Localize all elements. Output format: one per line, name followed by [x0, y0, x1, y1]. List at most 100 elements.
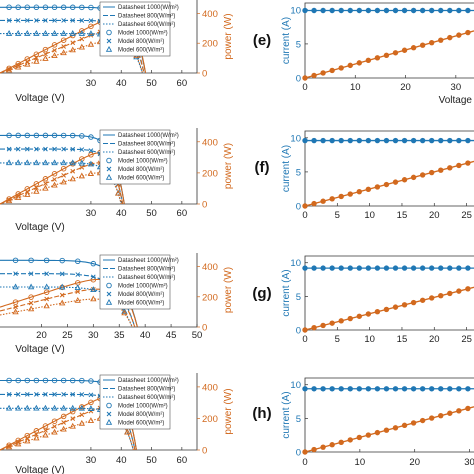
panel-a-legend-entry: Model 600(W/m²) [118, 48, 164, 54]
panel-d-power-marker [24, 437, 31, 444]
panel-e-series-ramp-point [465, 29, 471, 36]
panel-d-current-marker [70, 392, 76, 397]
panel-c-current-marker [121, 307, 128, 314]
panel-b-power-marker [79, 165, 85, 170]
panel-a-power-marker [5, 66, 13, 73]
panel-g-series-current-point [383, 265, 390, 271]
panel-d-current-marker [78, 404, 85, 411]
panel-b-power-marker [60, 178, 67, 185]
panel-c-power-marker [28, 300, 34, 306]
panel-h-series-current-point [356, 386, 362, 392]
panel-a-current-marker [61, 18, 66, 23]
panel-b-power-marker [24, 191, 31, 197]
panel-h-series-ramp-point [401, 422, 408, 429]
panel-f-series-current-point [374, 137, 381, 144]
panel-e-series-current-point [338, 7, 344, 14]
panel-h-series-current-point [438, 386, 444, 392]
panel-d-current-marker [42, 377, 49, 384]
panel-c-current-marker [59, 257, 65, 264]
panel-b-power-marker [115, 189, 122, 196]
panel-c-xlabel: Voltage (V) [15, 344, 64, 355]
panel-d-power-marker [88, 408, 94, 414]
panel-d-ytick-label: 400 [202, 382, 218, 393]
panel-c-xtick-label: 40 [140, 330, 151, 341]
panel-b-current-marker [70, 146, 76, 152]
panel-a-legend-box [99, 1, 171, 57]
panel-a-current-marker [24, 18, 30, 23]
panel-d-current-marker [60, 377, 67, 384]
panel-h-frame [304, 377, 474, 453]
panel-d-current-marker [43, 392, 48, 397]
panel-d-current-marker [42, 404, 49, 411]
panel-d-power-marker [51, 428, 58, 435]
panel-g-xtick-label: 20 [429, 334, 440, 345]
panel-e-series-ramp-point [447, 34, 453, 41]
panel-b-ytick-label: 0 [202, 200, 207, 211]
panel-c-power-marker [75, 289, 81, 294]
panel-d-power-marker [51, 418, 58, 424]
panel-e-series-current-point [320, 7, 326, 14]
panel-d-power-marker [5, 443, 13, 450]
panel-d-power-marker [42, 431, 49, 438]
panel-d-current-marker [60, 404, 67, 411]
panel-f-ytick-label: 0 [296, 202, 301, 213]
panel-a-current-marker [24, 30, 31, 36]
panel-e-series-current-point [356, 7, 362, 14]
panel-f-series-current-point [410, 137, 417, 144]
panel-a-current-marker [88, 18, 94, 23]
panel-e-series-current-point [311, 7, 317, 14]
panel-c-legend-swatch [105, 298, 113, 305]
panel-f-series-ramp-point [401, 177, 408, 183]
panel-a-xlabel: Voltage (V) [15, 93, 64, 104]
panel-g-xtick-label: 15 [397, 334, 408, 345]
panel-h-series-ramp-point [338, 439, 344, 446]
panel-g-series-ramp-point [429, 295, 435, 301]
panel-g-series-ramp-point [338, 318, 344, 324]
panel-g-xtick-label: 25 [461, 334, 472, 345]
panel-a-current-marker [87, 30, 95, 37]
panel-f-xtick-label: 20 [429, 210, 440, 221]
panel-c-current-marker [90, 260, 97, 267]
panel-e-series-current-point [374, 7, 381, 14]
panel-b-power-marker [42, 176, 49, 182]
panel-b-power-marker [51, 171, 58, 177]
panel-e-series-current-point [438, 7, 444, 14]
panel-g-series-current-point [302, 265, 308, 271]
panel-a-current-marker [52, 18, 57, 23]
panel-a-current-marker [60, 4, 67, 11]
panel-b-legend-box [99, 129, 171, 185]
panel-f-series-ramp-point [438, 167, 444, 173]
panel-e-series-ramp-point [383, 52, 390, 58]
panel-a-power-marker [42, 46, 49, 53]
panel-e-series-ramp-point [347, 62, 353, 69]
panel-g-series-current-point [311, 265, 317, 271]
panel-d-current-marker [6, 377, 12, 384]
panel-g-series-ramp-point [447, 290, 453, 297]
panel-e-ytick-label: 10 [290, 5, 301, 16]
panel-b-current-marker [79, 147, 85, 152]
panel-e-series-current-point [465, 7, 471, 14]
panel-a-current-marker [42, 4, 49, 11]
panel-d-power-marker [87, 417, 95, 423]
panel-a-current-marker [69, 30, 76, 36]
panel-d-power-marker [78, 419, 85, 426]
panel-f-xtick-label: 25 [461, 210, 472, 221]
panel-c-current-marker [44, 271, 50, 277]
panel-f-series-ramp-point [347, 191, 353, 197]
panel-h-series-ramp-point [365, 432, 372, 438]
panel-d-power-marker [79, 404, 85, 410]
panel-h-series-current-point [383, 386, 390, 392]
panel-e-series-current-point [429, 7, 435, 14]
panel-b-ytick-label: 400 [202, 137, 218, 148]
panel-d-current-marker [24, 404, 31, 411]
panel-a-current-marker [69, 4, 76, 11]
panel-b-legend-swatch [106, 157, 112, 164]
panel-d-xlabel: Voltage (V) [15, 465, 64, 474]
panel-d-legend-entry: Datasheet 800(W/m²) [118, 387, 175, 393]
panel-b-current-marker [6, 146, 12, 152]
panel-f-ytick-label: 5 [296, 167, 301, 178]
panel-h-series-current-point [456, 386, 462, 392]
panel-a-current-marker [51, 30, 58, 36]
panel-g-series-current-point [438, 265, 444, 271]
panel-g-series-ramp-point [374, 309, 381, 315]
